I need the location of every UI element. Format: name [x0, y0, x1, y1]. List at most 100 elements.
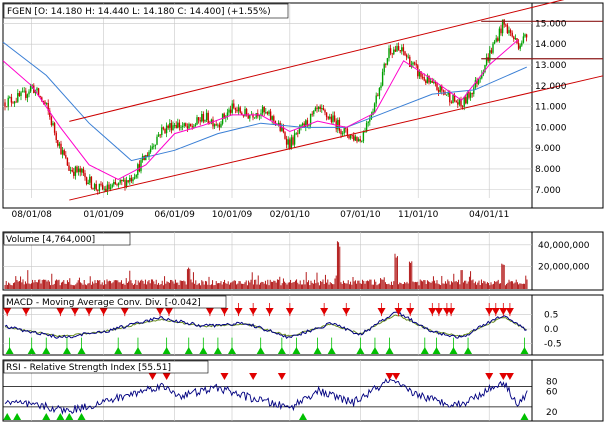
- candle-body: [12, 102, 14, 104]
- candle-body: [93, 184, 96, 189]
- candle-body: [351, 135, 353, 137]
- macd-sell-marker: [285, 308, 294, 315]
- candle-body: [122, 179, 125, 182]
- candle-body: [130, 177, 133, 182]
- candle-body: [247, 115, 249, 119]
- candle-body: [151, 146, 153, 149]
- x-tick-label: 08/01/08: [11, 210, 52, 220]
- macd-buy-marker: [313, 347, 322, 354]
- x-tick-label: 06/01/09: [154, 210, 195, 220]
- candle-body: [215, 124, 217, 126]
- candle-body: [505, 24, 507, 26]
- candle-body: [109, 187, 112, 190]
- candle-body: [217, 124, 219, 126]
- macd-buy-marker: [370, 347, 379, 354]
- candle-body: [183, 123, 185, 127]
- candle-body: [100, 183, 102, 185]
- candle-body: [447, 92, 449, 95]
- candle-body: [53, 123, 56, 133]
- candle-body: [266, 111, 269, 114]
- candle-body: [148, 152, 150, 157]
- macd-buy-marker: [277, 347, 286, 354]
- candle-body: [37, 88, 40, 97]
- y-tick-label: 80: [546, 378, 558, 388]
- candle-body: [316, 107, 318, 109]
- candle-body: [63, 150, 65, 156]
- candle-body: [17, 93, 19, 102]
- candle-body: [50, 116, 53, 126]
- x-tick-label: 11/01/10: [398, 210, 439, 220]
- candle-body: [154, 144, 157, 146]
- candle-body: [181, 126, 184, 128]
- candle-body: [399, 50, 401, 52]
- candle-body: [375, 95, 377, 104]
- candle-body: [58, 143, 61, 146]
- candle-body: [525, 34, 528, 38]
- macd-title-box: [3, 295, 227, 309]
- candle-body: [377, 95, 379, 97]
- rsi-sell-marker: [220, 373, 229, 380]
- candle-body: [220, 123, 222, 128]
- candle-body: [252, 114, 254, 118]
- candle-body: [317, 106, 320, 109]
- candle-body: [425, 80, 427, 84]
- rsi-sell-marker: [505, 373, 514, 380]
- rsi-buy-marker: [56, 413, 65, 420]
- candle-body: [325, 112, 328, 118]
- rsi-sell-marker: [392, 373, 401, 380]
- candle-body: [402, 47, 405, 52]
- candle-body: [303, 123, 305, 128]
- candle-body: [453, 95, 456, 101]
- candle-body: [493, 41, 496, 44]
- candle-body: [197, 117, 200, 121]
- candle-body: [65, 155, 67, 158]
- candle-body: [79, 168, 81, 173]
- candle-body: [205, 112, 208, 121]
- candle-body: [346, 128, 349, 136]
- candle-body: [167, 125, 169, 128]
- candle-body: [308, 125, 310, 126]
- price-panel: [2, 2, 604, 209]
- macd-sell-marker: [265, 308, 274, 315]
- x-tick-label: 07/01/10: [340, 210, 381, 220]
- y-tick-label: 20,000,000: [538, 262, 590, 272]
- y-tick-label: 0.5: [544, 311, 558, 321]
- candle-body: [477, 79, 480, 84]
- candle-body: [284, 132, 286, 139]
- candle-body: [349, 135, 352, 139]
- candle-body: [226, 112, 229, 117]
- candle-body: [210, 119, 213, 124]
- candle-body: [207, 112, 209, 123]
- x-tick-label: 10/01/09: [212, 210, 253, 220]
- candle-body: [265, 111, 267, 113]
- candle-body: [47, 103, 49, 111]
- candle-body: [175, 125, 177, 129]
- macd-buy-marker: [420, 347, 429, 354]
- macd-sell-marker: [499, 308, 508, 315]
- macd-buy-marker: [114, 347, 123, 354]
- candle-body: [426, 76, 429, 84]
- candle-body: [513, 36, 515, 40]
- rsi-buy-marker: [299, 413, 308, 420]
- candle-body: [415, 63, 417, 66]
- candle-body: [404, 51, 406, 56]
- channel-lower-line: [69, 75, 604, 201]
- candle-body: [428, 76, 430, 83]
- candle-body: [98, 183, 101, 191]
- candle-body: [161, 127, 163, 135]
- candle-body: [57, 140, 59, 146]
- candle-body: [471, 93, 473, 95]
- rsi-sell-marker: [249, 373, 258, 380]
- candle-body: [170, 123, 173, 131]
- y-tick-label: 12.000: [535, 82, 567, 92]
- candle-body: [89, 176, 91, 183]
- candle-body: [469, 93, 472, 98]
- candle-body: [239, 107, 241, 113]
- candle-body: [263, 106, 265, 113]
- y-tick-label: 0.0: [544, 325, 559, 335]
- candle-body: [394, 49, 397, 52]
- macd-buy-marker: [256, 347, 265, 354]
- macd-buy-marker: [520, 347, 529, 354]
- candle-body: [396, 46, 398, 52]
- candle-body: [159, 134, 161, 136]
